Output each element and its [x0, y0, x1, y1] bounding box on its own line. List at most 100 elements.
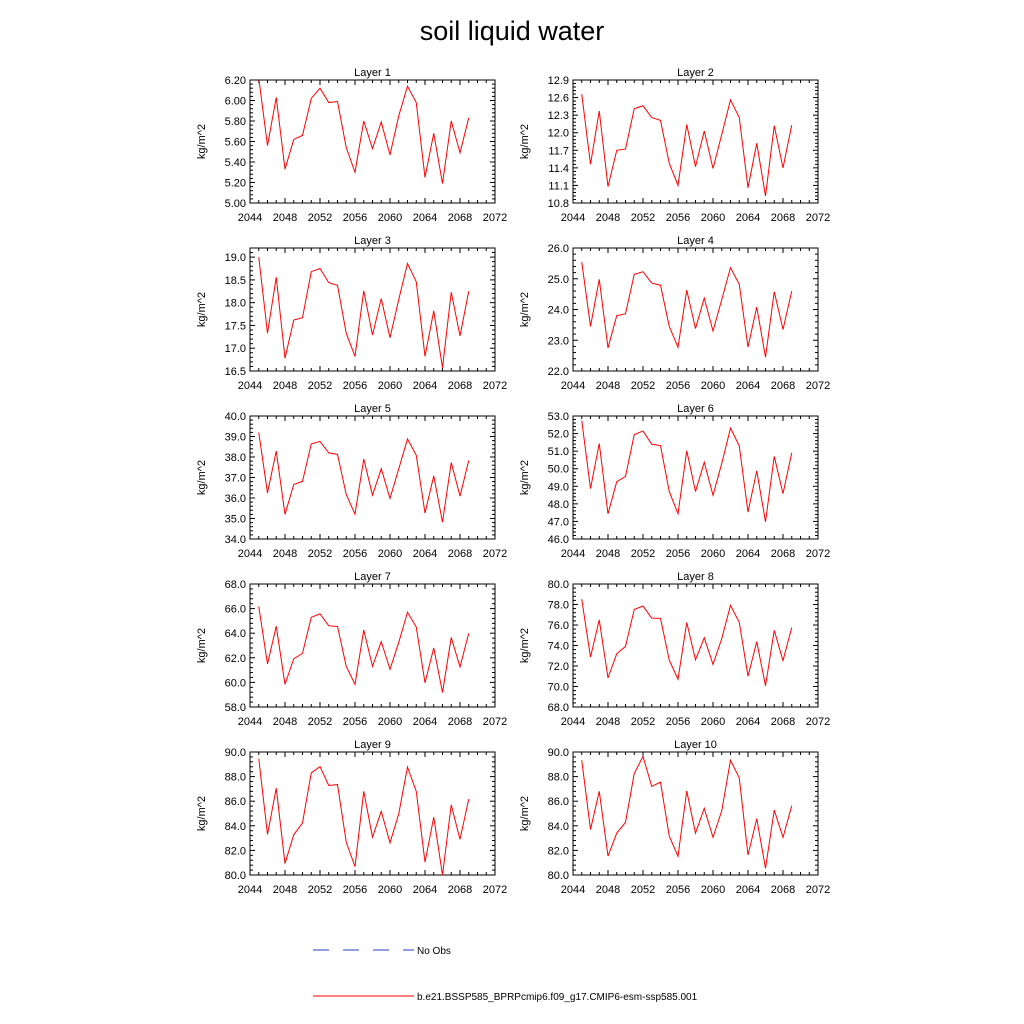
y-tick-label: 47.0	[548, 516, 569, 528]
x-tick-label: 2052	[631, 548, 655, 560]
x-tick-label: 2048	[273, 380, 297, 392]
y-tick-label: 84.0	[548, 821, 569, 833]
y-tick-label: 17.0	[225, 343, 246, 355]
x-tick-label: 2048	[596, 380, 620, 392]
y-tick-label: 38.0	[225, 452, 246, 464]
y-tick-label: 72.0	[548, 661, 569, 673]
series-line	[258, 432, 470, 523]
y-tick-label: 60.0	[225, 677, 246, 689]
x-tick-label: 2064	[413, 380, 437, 392]
y-tick-label: 68.0	[548, 702, 569, 714]
x-tick-label: 2068	[448, 380, 472, 392]
x-tick-label: 2056	[343, 716, 367, 728]
y-tick-label: 39.0	[225, 432, 246, 444]
x-tick-label: 2068	[771, 380, 795, 392]
y-axis-label: kg/m^2	[196, 796, 208, 831]
x-tick-label: 2064	[736, 548, 760, 560]
x-tick-label: 2060	[701, 380, 725, 392]
y-tick-label: 22.0	[548, 366, 569, 378]
panel-title: Layer 9	[354, 739, 391, 751]
x-tick-label: 2064	[736, 884, 760, 896]
y-tick-label: 50.0	[548, 464, 569, 476]
y-tick-label: 58.0	[225, 702, 246, 714]
y-tick-label: 90.0	[225, 747, 246, 759]
panel-layer-3: Layer 3 kg/m^2 2044 2048 2052 2056 2060 2064 206…	[196, 235, 507, 392]
series-line	[581, 93, 793, 197]
y-tick-label: 12.3	[548, 110, 569, 122]
series-line	[258, 606, 470, 693]
y-axis-label: kg/m^2	[519, 460, 531, 495]
panel-layer-10: Layer 10 kg/m^2 2044 2048 2052 2056 2060 2064 20…	[519, 739, 830, 896]
y-tick-label: 88.0	[548, 772, 569, 784]
x-tick-label: 2072	[806, 380, 830, 392]
y-tick-label: 6.20	[225, 75, 246, 87]
panel-title: Layer 5	[354, 403, 391, 415]
y-tick-label: 37.0	[225, 473, 246, 485]
x-tick-label: 2064	[736, 716, 760, 728]
x-tick-label: 2072	[483, 212, 507, 224]
x-tick-label: 2048	[596, 548, 620, 560]
y-tick-label: 82.0	[225, 845, 246, 857]
series-line	[258, 80, 470, 184]
y-tick-label: 10.8	[548, 198, 569, 210]
y-tick-label: 16.5	[225, 366, 246, 378]
y-tick-label: 24.0	[548, 305, 569, 317]
panel-title: Layer 10	[674, 739, 717, 751]
x-tick-label: 2052	[631, 884, 655, 896]
x-tick-label: 2064	[413, 716, 437, 728]
x-tick-label: 2056	[343, 884, 367, 896]
y-tick-label: 12.9	[548, 75, 569, 87]
plot-frame	[572, 415, 819, 540]
y-tick-label: 35.0	[225, 514, 246, 526]
x-tick-label: 2052	[308, 548, 332, 560]
x-tick-label: 2044	[238, 884, 262, 896]
x-tick-label: 2072	[483, 884, 507, 896]
panel-layer-6: Layer 6 kg/m^2 2044 2048 2052 2056 2060 2064 206…	[519, 403, 830, 560]
y-tick-label: 5.80	[225, 116, 246, 128]
y-axis-label: kg/m^2	[196, 628, 208, 663]
y-tick-label: 82.0	[548, 845, 569, 857]
y-tick-label: 17.5	[225, 320, 246, 332]
x-tick-label: 2068	[448, 884, 472, 896]
series-line	[581, 261, 793, 358]
x-tick-label: 2072	[806, 548, 830, 560]
x-tick-label: 2072	[483, 380, 507, 392]
x-tick-label: 2048	[596, 212, 620, 224]
y-tick-label: 64.0	[225, 628, 246, 640]
panel-layer-7: Layer 7 kg/m^2 2044 2048 2052 2056 2060 2064 206…	[196, 571, 507, 728]
series-line	[258, 758, 470, 875]
x-tick-label: 2072	[806, 716, 830, 728]
x-tick-label: 2060	[701, 716, 725, 728]
x-tick-label: 2048	[273, 716, 297, 728]
plot-frame	[572, 751, 819, 876]
y-tick-label: 53.0	[548, 411, 569, 423]
panel-layer-4: Layer 4 kg/m^2 2044 2048 2052 2056 2060 2064 206…	[519, 235, 830, 392]
y-tick-label: 23.0	[548, 335, 569, 347]
y-tick-label: 70.0	[548, 682, 569, 694]
y-tick-label: 11.1	[548, 180, 569, 192]
x-tick-label: 2060	[378, 548, 402, 560]
y-tick-label: 26.0	[548, 243, 569, 255]
y-tick-label: 18.5	[225, 275, 246, 287]
x-tick-label: 2048	[596, 716, 620, 728]
x-tick-label: 2060	[378, 884, 402, 896]
y-tick-label: 40.0	[225, 411, 246, 423]
x-tick-label: 2068	[771, 548, 795, 560]
panel-layer-9: Layer 9 kg/m^2 2044 2048 2052 2056 2060 2064 206…	[196, 739, 507, 896]
plot-frame	[249, 415, 496, 540]
y-axis-label: kg/m^2	[519, 292, 531, 327]
x-tick-label: 2072	[483, 548, 507, 560]
figure-title: soil liquid water	[420, 16, 605, 46]
x-tick-label: 2048	[273, 548, 297, 560]
x-tick-label: 2056	[343, 380, 367, 392]
y-tick-label: 49.0	[548, 481, 569, 493]
y-tick-label: 12.6	[548, 93, 569, 105]
x-tick-label: 2044	[561, 212, 585, 224]
x-tick-label: 2068	[771, 884, 795, 896]
panel-title: Layer 8	[677, 571, 714, 583]
y-tick-label: 88.0	[225, 772, 246, 784]
y-tick-label: 80.0	[548, 870, 569, 882]
x-tick-label: 2048	[273, 884, 297, 896]
y-axis-label: kg/m^2	[196, 292, 208, 327]
x-tick-label: 2064	[736, 380, 760, 392]
